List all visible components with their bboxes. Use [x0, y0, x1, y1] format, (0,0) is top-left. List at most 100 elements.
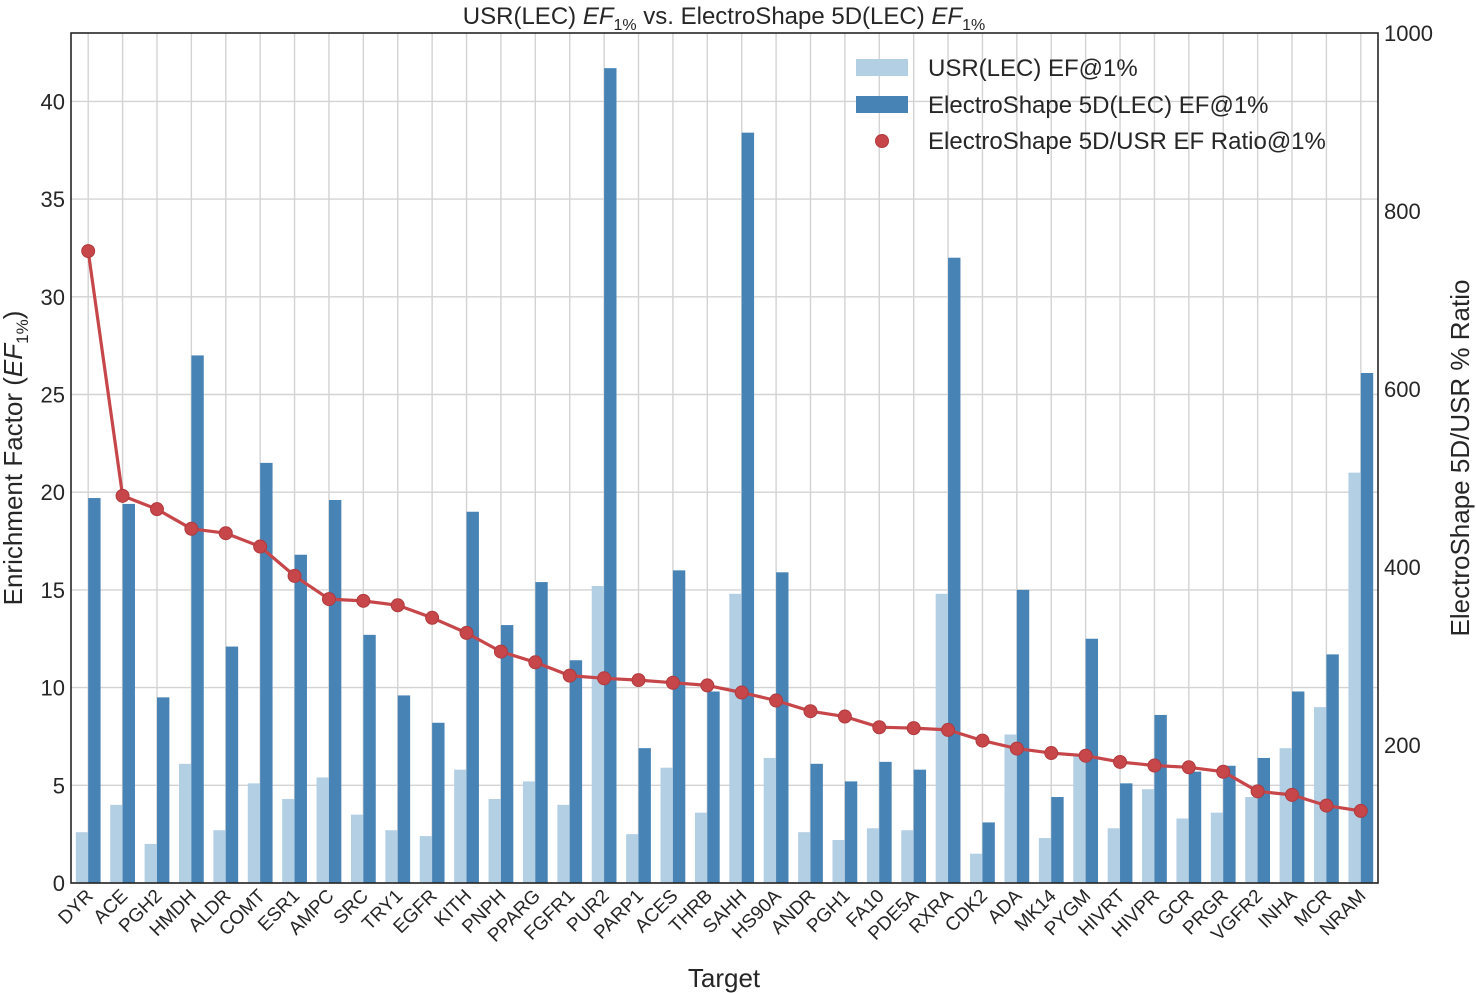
bar-usr-parp1	[626, 834, 639, 883]
legend-marker-ratio	[875, 134, 889, 148]
bar-usr-cdk2	[970, 853, 983, 883]
bar-usr-pnph	[488, 798, 501, 883]
bar-usr-gcr	[1176, 818, 1189, 883]
legend-label-electroshape: ElectroShape 5D(LEC) EF@1%	[928, 92, 1269, 119]
bar-usr-src	[350, 814, 364, 883]
ratio-point-gcr	[1181, 760, 1196, 775]
bar-electroshape-hmdh	[191, 355, 204, 883]
bar-electroshape-andr	[810, 763, 823, 883]
bar-usr-inha	[1279, 748, 1293, 883]
bar-usr-pgh1	[832, 840, 845, 883]
bar-usr-pygm	[1073, 754, 1086, 883]
bar-electroshape-hs90a	[776, 572, 789, 883]
bar-usr-sahh	[729, 593, 742, 883]
ratio-point-hs90a	[769, 693, 784, 708]
legend-label-usr: USR(LEC) EF@1%	[928, 55, 1138, 82]
bar-electroshape-aldr	[225, 646, 239, 883]
bar-usr-dyr	[75, 832, 89, 883]
y-tick-label: 20	[41, 480, 65, 505]
y-tick-label: 35	[41, 187, 65, 212]
bar-electroshape-gcr	[1188, 771, 1202, 883]
bar-electroshape-ace	[122, 503, 135, 883]
bar-usr-rxra	[935, 593, 949, 883]
ratio-point-mk14	[1044, 746, 1059, 761]
bar-usr-pde5a	[901, 830, 914, 883]
bar-electroshape-pur2	[604, 68, 617, 883]
bar-electroshape-pygm	[1085, 638, 1099, 883]
bar-usr-egfr	[419, 836, 433, 883]
y2-tick-label: 600	[1384, 377, 1421, 402]
bar-electroshape-hivpr	[1154, 714, 1167, 883]
bar-electroshape-dyr	[88, 498, 101, 883]
bar-usr-andr	[798, 832, 811, 883]
bar-electroshape-ampc	[328, 500, 342, 883]
ratio-point-ace	[115, 488, 130, 503]
ratio-point-dyr	[81, 244, 96, 259]
bar-electroshape-nram	[1360, 373, 1374, 883]
ratio-point-prgr	[1216, 764, 1231, 779]
bar-usr-thrb	[694, 812, 708, 883]
bar-electroshape-thrb	[707, 691, 720, 883]
y-tick-label: 40	[41, 89, 65, 114]
legend-swatch-usr	[856, 59, 908, 76]
bar-usr-aldr	[213, 830, 226, 883]
bar-electroshape-parp1	[638, 748, 651, 883]
bar-usr-pur2	[591, 585, 605, 883]
bar-electroshape-hivrt	[1120, 783, 1133, 883]
bar-usr-hs90a	[763, 757, 777, 883]
y2-tick-label: 400	[1384, 555, 1421, 580]
y-tick-label: 30	[41, 285, 65, 310]
bar-electroshape-inha	[1292, 691, 1305, 883]
bar-usr-pparg	[522, 781, 536, 883]
bar-electroshape-sahh	[741, 132, 755, 884]
bar-electroshape-aces	[672, 570, 686, 883]
ratio-point-rxra	[941, 722, 956, 737]
y-tick-label: 15	[41, 578, 65, 603]
bar-usr-mcr	[1314, 707, 1327, 883]
bar-usr-ampc	[316, 777, 329, 883]
y-axis-label: Enrichment Factor (EF1%)	[0, 311, 32, 606]
ratio-point-thrb	[700, 678, 715, 693]
y2-tick-label: 200	[1384, 733, 1421, 758]
y-tick-label: 10	[41, 676, 65, 701]
bar-electroshape-pgh2	[156, 697, 170, 883]
ratio-point-aces	[665, 675, 680, 690]
bar-electroshape-cdk2	[982, 822, 995, 883]
bar-usr-esr1	[282, 798, 295, 883]
bar-usr-hivpr	[1142, 789, 1155, 883]
bars	[75, 68, 1374, 884]
bar-electroshape-prgr	[1223, 765, 1236, 883]
secondary-y-axis-label: ElectroShape 5D/USR % Ratio	[1445, 280, 1475, 637]
plot-frame	[70, 32, 1379, 884]
bar-usr-prgr	[1210, 812, 1224, 883]
ratio-point-fa10	[872, 720, 887, 735]
bar-usr-hmdh	[178, 763, 192, 883]
bar-usr-fgfr1	[557, 804, 570, 883]
bar-electroshape-kith	[466, 511, 479, 883]
ratio-point-pygm	[1078, 748, 1093, 763]
ratio-point-pgh2	[149, 502, 164, 517]
ratio-point-parp1	[631, 673, 646, 688]
bar-electroshape-pde5a	[913, 769, 927, 883]
legend-label-ratio: ElectroShape 5D/USR EF Ratio@1%	[928, 128, 1326, 155]
bar-electroshape-pgh1	[844, 781, 858, 883]
bar-electroshape-egfr	[432, 722, 445, 883]
ratio-line	[81, 244, 1368, 818]
ratio-point-vgfr2	[1250, 784, 1265, 799]
y-tick-label: 25	[41, 382, 65, 407]
ratio-point-aldr	[218, 526, 233, 541]
bar-electroshape-rxra	[948, 257, 961, 883]
bar-electroshape-fa10	[879, 761, 892, 883]
bar-usr-ace	[110, 804, 123, 883]
bar-electroshape-fgfr1	[569, 660, 583, 883]
bar-electroshape-src	[363, 634, 376, 883]
bar-usr-pgh2	[144, 843, 157, 883]
bar-electroshape-mcr	[1326, 654, 1339, 883]
ratio-point-pnph	[493, 644, 508, 659]
bar-usr-ada	[1004, 734, 1017, 883]
ratio-point-try1	[390, 598, 405, 613]
y-tick-label: 5	[53, 773, 65, 798]
y-tick-label: 0	[53, 871, 65, 896]
bar-electroshape-vgfr2	[1257, 757, 1271, 883]
y2-tick-label: 800	[1384, 199, 1421, 224]
